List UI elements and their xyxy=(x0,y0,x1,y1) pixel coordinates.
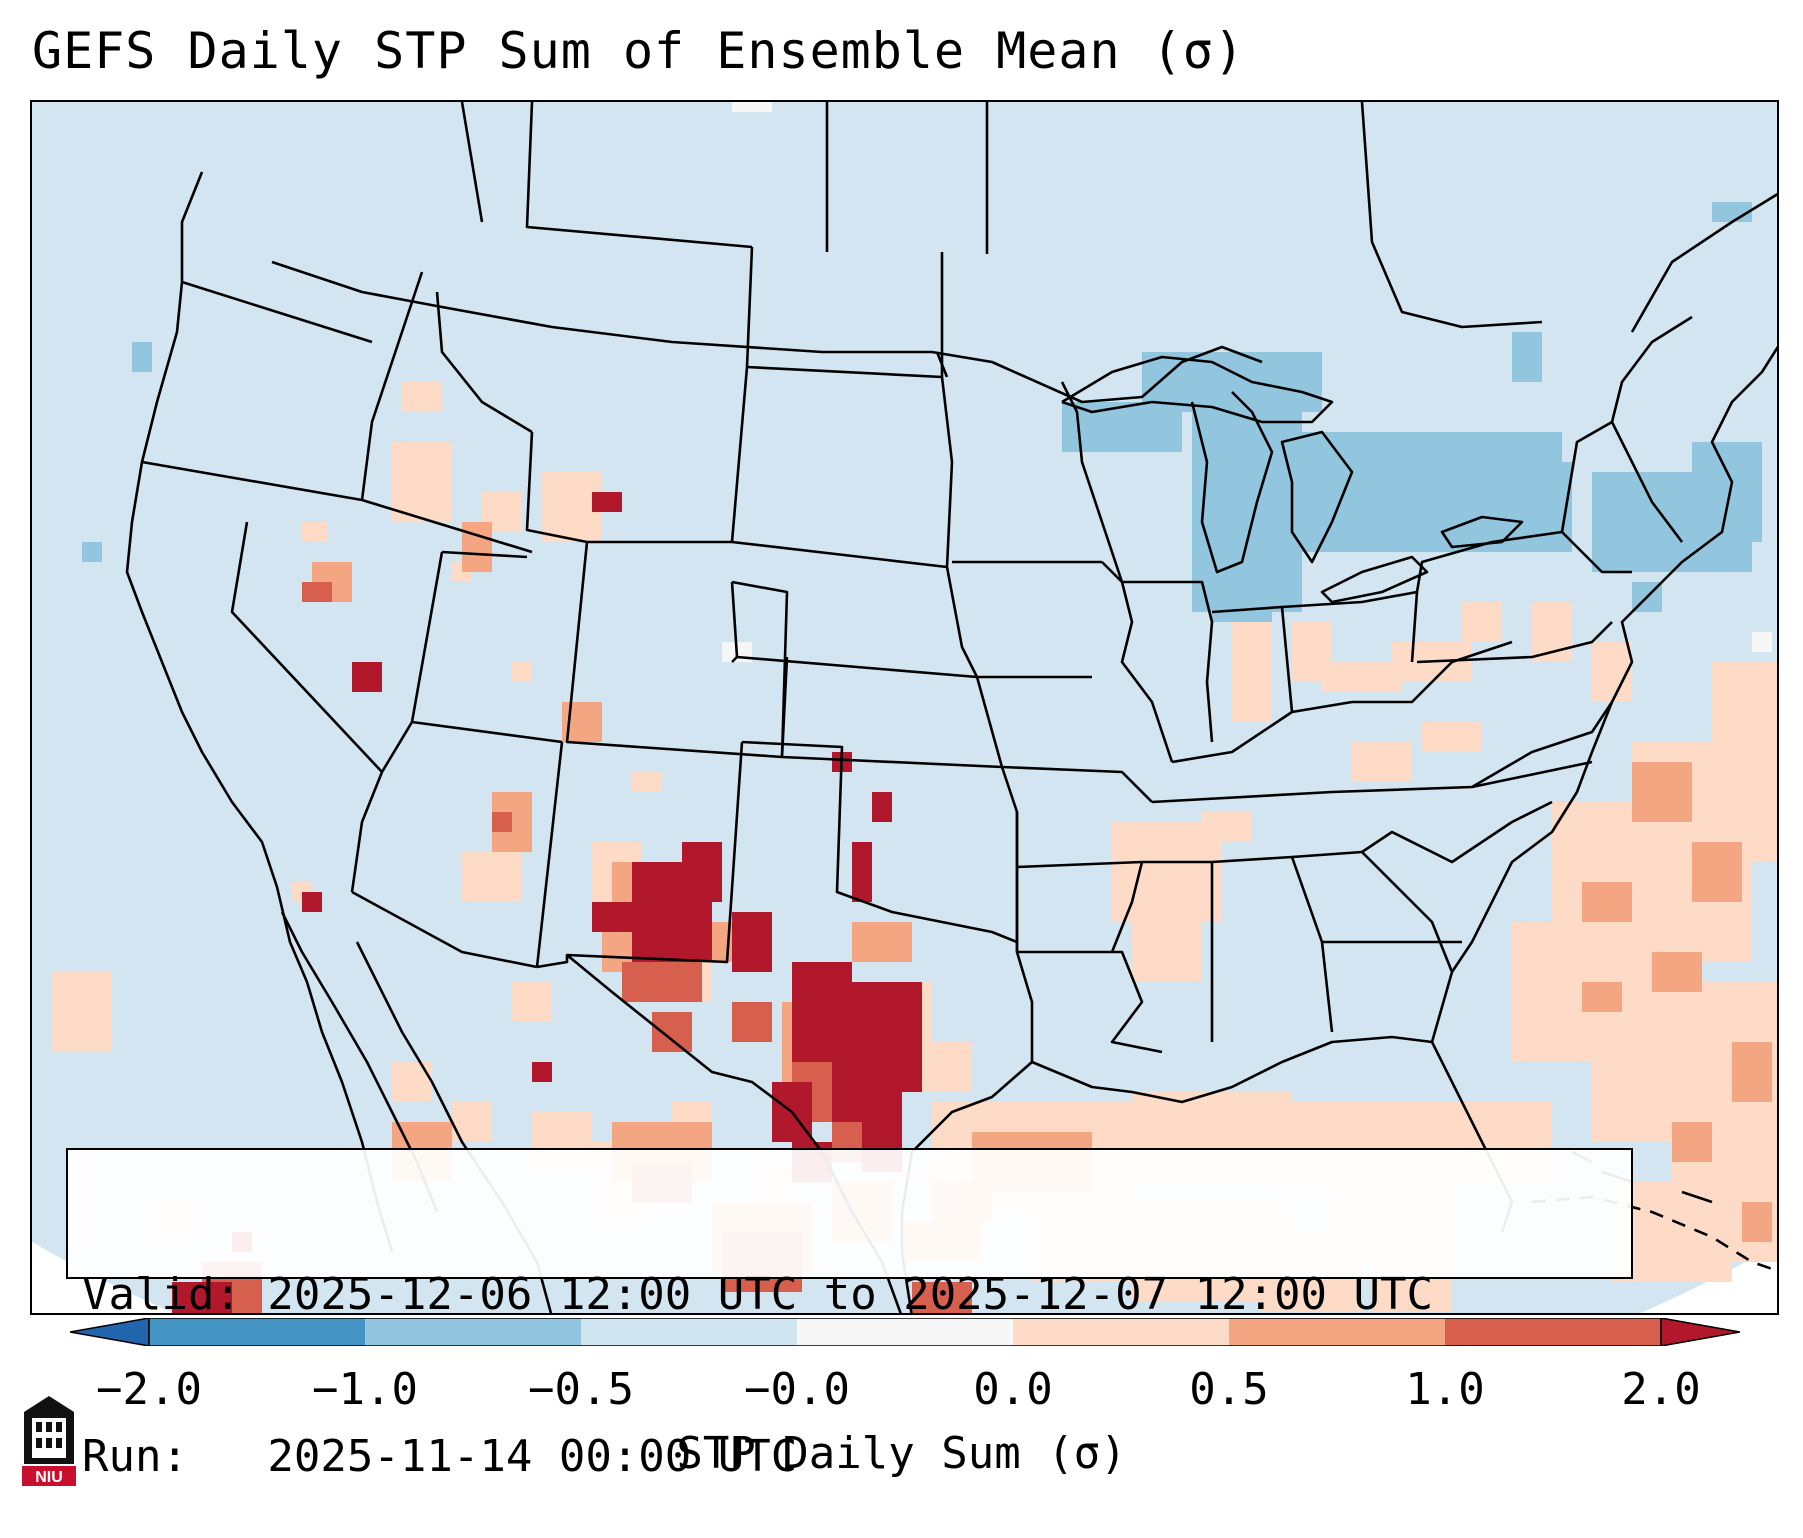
anomaly-cell xyxy=(852,842,872,902)
anomaly-cell xyxy=(1712,662,1777,742)
anomaly-cell xyxy=(622,962,702,1002)
anomaly-cell xyxy=(792,962,852,1062)
colorbar-label: STP Daily Sum (σ) xyxy=(676,1428,1127,1479)
anomaly-cell xyxy=(1632,762,1692,822)
colorbar-tick-label: 2.0 xyxy=(1621,1364,1701,1415)
projection-edge-left xyxy=(32,1242,174,1313)
anomaly-cell xyxy=(392,442,452,522)
anomaly-cell xyxy=(402,382,442,412)
anomaly-cell xyxy=(1432,432,1562,492)
florida-line xyxy=(1430,751,1594,1043)
anomaly-cell xyxy=(462,522,492,572)
map-panel[interactable] xyxy=(30,100,1779,1315)
east-coast-line xyxy=(1590,345,1777,753)
logo-text: NIU xyxy=(35,1469,63,1486)
anomaly-cell xyxy=(172,1282,232,1313)
anomaly-field xyxy=(52,102,1777,1313)
map-canvas xyxy=(32,102,1777,1313)
anomaly-cell xyxy=(1322,662,1402,692)
anomaly-cell xyxy=(872,792,892,822)
colorbar-bin xyxy=(797,1318,1013,1346)
anomaly-cell xyxy=(1672,1122,1712,1162)
lake-ontario-line xyxy=(1440,515,1524,549)
anomaly-cell xyxy=(1692,442,1762,542)
colorbar-tick-label: −0.0 xyxy=(744,1364,850,1415)
anomaly-cell xyxy=(1352,742,1412,782)
lake-michigan-line xyxy=(1190,391,1274,574)
colorbar-tick-label: 1.0 xyxy=(1405,1364,1485,1415)
anomaly-cell xyxy=(302,582,332,602)
colorbar-bin xyxy=(1445,1318,1661,1346)
anomaly-cell xyxy=(1512,332,1542,382)
colorbar-tick-label: −0.5 xyxy=(528,1364,634,1415)
anomaly-cell xyxy=(732,1002,772,1042)
anomaly-cell xyxy=(132,342,152,372)
anomaly-cell xyxy=(682,842,722,902)
colorbar-tick-label: −1.0 xyxy=(312,1364,418,1415)
lake-erie-line xyxy=(1320,555,1429,604)
colorbar xyxy=(70,1318,1740,1346)
colorbar-bin xyxy=(581,1318,797,1346)
anomaly-cell xyxy=(1752,632,1772,652)
colorbar-tick-label: 0.5 xyxy=(1189,1364,1269,1415)
anomaly-cell xyxy=(302,522,327,542)
run-time-text: Run: 2025-11-14 00:00 UTC xyxy=(82,1431,798,1482)
colorbar-bin xyxy=(365,1318,581,1346)
lake-huron-line xyxy=(1280,430,1354,564)
anomaly-cell xyxy=(462,852,522,902)
anomaly-cell xyxy=(1462,602,1502,642)
anomaly-cell xyxy=(592,492,622,512)
anomaly-cell xyxy=(1732,1042,1772,1102)
anomaly-cell xyxy=(732,102,772,112)
anomaly-cell xyxy=(1652,952,1702,992)
canada-border xyxy=(271,260,1263,404)
anomaly-cell xyxy=(1692,842,1742,902)
colorbar-bin xyxy=(1013,1318,1229,1346)
anomaly-cell xyxy=(1592,642,1632,702)
anomaly-cell xyxy=(512,662,532,682)
valid-time-text: Valid: 2025-12-06 12:00 UTC to 2025-12-0… xyxy=(82,1269,1434,1320)
colorbar-extend-low xyxy=(70,1318,150,1346)
anomaly-cell xyxy=(1202,812,1252,842)
colorbar-extend-high xyxy=(1660,1318,1740,1346)
anomaly-cell xyxy=(1132,922,1202,982)
anomaly-cell xyxy=(592,902,642,932)
anomaly-cell xyxy=(82,542,102,562)
anomaly-cell xyxy=(652,1012,692,1052)
anomaly-cell xyxy=(512,982,552,1022)
anomaly-cell xyxy=(1232,622,1272,722)
university-building-icon: NIU xyxy=(22,1396,76,1486)
lake-superior-line xyxy=(1061,355,1334,424)
anomaly-cell xyxy=(1062,402,1182,452)
chart-title: GEFS Daily STP Sum of Ensemble Mean (σ) xyxy=(32,22,1245,80)
west-coast-line xyxy=(125,171,394,1253)
anomaly-cell xyxy=(532,1062,552,1082)
colorbar-bin xyxy=(149,1318,365,1346)
projection-edge-right xyxy=(1640,1244,1777,1313)
anomaly-cell xyxy=(1582,882,1632,922)
anomaly-cell xyxy=(732,912,772,972)
anomaly-cell xyxy=(1742,1202,1772,1242)
anomaly-cell xyxy=(632,772,662,792)
anomaly-cell xyxy=(302,892,322,912)
anomaly-cell xyxy=(1422,722,1482,752)
anomaly-cell xyxy=(492,812,512,832)
anomaly-cell xyxy=(392,1062,432,1102)
anomaly-cell xyxy=(1582,982,1622,1012)
anomaly-cell xyxy=(852,922,912,962)
colorbar-tick-label: −2.0 xyxy=(96,1364,202,1415)
boundary-lines xyxy=(125,102,1777,1313)
colorbar-bin xyxy=(1229,1318,1445,1346)
anomaly-cell xyxy=(52,972,112,1052)
colorbar-tick-label: 0.0 xyxy=(973,1364,1053,1415)
anomaly-cell xyxy=(352,662,382,692)
anomaly-cell xyxy=(912,1282,972,1313)
validity-info-box: Valid: 2025-12-06 12:00 UTC to 2025-12-0… xyxy=(66,1148,1633,1482)
